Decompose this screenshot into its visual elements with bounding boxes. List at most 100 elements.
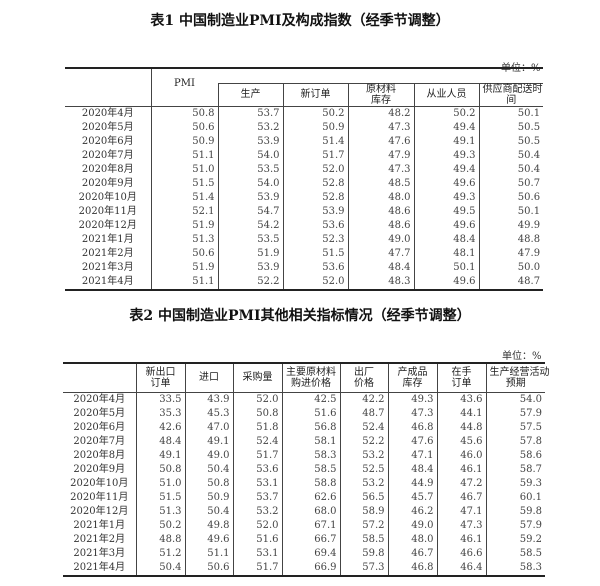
table2-cell: 42.2 xyxy=(339,392,388,407)
table2-cell: 56.5 xyxy=(339,490,388,505)
table2-cell: 51.8 xyxy=(232,420,282,435)
table2-cell: 57.5 xyxy=(485,420,545,435)
table2-row-label: 2020年5月 xyxy=(73,407,126,419)
table2-cell: 57.8 xyxy=(485,434,545,449)
table1-cell: 48.6 xyxy=(347,204,414,219)
table2-cell: 49.0 xyxy=(184,448,233,463)
table2-cell: 44.9 xyxy=(387,476,437,491)
table2-cell: 45.3 xyxy=(184,406,233,421)
table2-cell: 43.9 xyxy=(184,392,233,407)
table1-row-label: 2021年3月 xyxy=(81,261,134,273)
table2-cell: 50.4 xyxy=(184,504,233,519)
table1-cell: 48.3 xyxy=(347,274,414,291)
table1-row-label: 2020年9月 xyxy=(81,177,134,189)
table2-cell: 60.1 xyxy=(485,490,545,505)
table2-row: 2020年7月 48.4 49.1 52.4 58.1 52.2 47.6 45.6 57.8 xyxy=(63,434,545,449)
table2-cell: 53.7 xyxy=(232,490,282,505)
table1-row: 2021年1月 51.3 53.5 52.3 49.0 48.4 48.8 xyxy=(65,232,544,247)
table1-cell: 52.3 xyxy=(282,232,348,247)
table2-cell: 33.5 xyxy=(135,392,185,407)
table1-cell: 49.6 xyxy=(413,176,479,191)
table2-row: 2021年3月 51.2 51.1 53.1 69.4 59.8 46.7 46.6 58.5 xyxy=(63,546,545,561)
table2-cell: 58.7 xyxy=(485,462,545,477)
table1-row: 2020年11月 52.1 54.7 53.9 48.6 49.5 50.1 xyxy=(65,204,544,219)
table1-row-label: 2021年4月 xyxy=(65,274,151,291)
table1-cell: 52.1 xyxy=(150,204,218,219)
table2-row: 2021年1月 50.2 49.8 52.0 67.1 57.2 49.0 47.3 57.9 xyxy=(63,518,545,533)
table2-row-label: 2020年12月 xyxy=(70,505,129,517)
table1-header: 供应商配送时间 xyxy=(478,82,544,107)
table2-cell: 53.6 xyxy=(232,462,282,477)
table1-cell: 50.7 xyxy=(478,176,544,191)
table1-row-label: 2020年11月 xyxy=(78,205,137,217)
table1-cell: 50.6 xyxy=(150,120,218,135)
table1-cell: 48.0 xyxy=(347,190,414,205)
table1-cell: 48.4 xyxy=(347,260,414,275)
table1-cell: 52.2 xyxy=(217,274,283,291)
table1-cell: 53.9 xyxy=(282,204,348,219)
table1-header: 原材料 库存 xyxy=(347,82,414,107)
table1-row: 2020年10月 51.4 53.9 52.8 48.0 49.3 50.6 xyxy=(65,190,544,205)
table1-cell: 53.9 xyxy=(217,260,283,275)
table2-row: 2020年10月 51.0 50.8 53.1 58.8 53.2 44.9 47.2 59.3 xyxy=(63,476,545,491)
table1-row-label: 2020年12月 xyxy=(78,219,137,231)
table1-cell: 51.9 xyxy=(150,260,218,275)
table2-row-label: 2020年10月 xyxy=(70,477,129,489)
table2-cell: 66.7 xyxy=(281,532,340,547)
table2-cell: 56.8 xyxy=(281,420,340,435)
table2-cell: 47.3 xyxy=(436,518,486,533)
table2-title: 表2 中国制造业PMI其他相关指标情况（经季节调整） xyxy=(129,308,471,324)
table2-cell: 57.2 xyxy=(339,518,388,533)
table1-cell: 50.1 xyxy=(478,204,544,219)
table1-row-label: 2020年8月 xyxy=(81,163,134,175)
table1-cell: 49.5 xyxy=(413,204,479,219)
table2-cell: 50.8 xyxy=(135,462,185,477)
table2-cell: 59.3 xyxy=(485,476,545,491)
table2-header: 出厂 价格 xyxy=(339,362,388,393)
table2-row: 2020年9月 50.8 50.4 53.6 58.5 52.5 48.4 46.1 58.7 xyxy=(63,462,545,477)
table2-cell: 53.1 xyxy=(232,476,282,491)
table1-cell: 50.9 xyxy=(150,134,218,149)
table1-cell: 54.0 xyxy=(217,176,283,191)
table1-cell: 53.7 xyxy=(217,106,283,121)
table2-cell: 58.6 xyxy=(485,448,545,463)
table2-row: 2021年2月 48.8 49.6 51.6 66.7 58.5 48.0 46.1 59.2 xyxy=(63,532,545,547)
table1-cell: 48.1 xyxy=(413,246,479,261)
table2-cell: 48.7 xyxy=(339,406,388,421)
table1-row-label: 2020年7月 xyxy=(81,149,134,161)
table1-cell: 50.5 xyxy=(478,134,544,149)
table2-row: 2020年6月 42.6 47.0 51.8 56.8 52.4 46.8 44.8 57.5 xyxy=(63,420,545,435)
table1-cell: 49.1 xyxy=(413,134,479,149)
table2-cell: 49.6 xyxy=(184,532,233,547)
table2-cell: 59.2 xyxy=(485,532,545,547)
table2-cell: 53.2 xyxy=(339,476,388,491)
table2-cell: 35.3 xyxy=(135,406,185,421)
table1-cell: 51.0 xyxy=(150,162,218,177)
table2-cell: 51.5 xyxy=(135,490,185,505)
table2-cell: 57.9 xyxy=(485,518,545,533)
table1-cell: 50.1 xyxy=(478,106,544,121)
table2-cell: 49.1 xyxy=(184,434,233,449)
table1-cell: 51.4 xyxy=(150,190,218,205)
table1-cell: 52.0 xyxy=(282,274,348,291)
table1-cell: 48.2 xyxy=(347,106,414,121)
table1-cell: 50.2 xyxy=(413,106,479,121)
table1-corner xyxy=(65,67,151,107)
table2-header: 进口 xyxy=(184,362,233,393)
table2-cell: 52.4 xyxy=(232,434,282,449)
table2-row: 2020年12月 51.3 50.4 53.2 68.0 58.9 46.2 47.1 59.8 xyxy=(63,504,545,519)
table2-row-label: 2021年4月 xyxy=(63,560,136,577)
table2-cell: 52.2 xyxy=(339,434,388,449)
table1-cell: 51.5 xyxy=(282,246,348,261)
table2-cell: 42.6 xyxy=(135,420,185,435)
table2-header: 采购量 xyxy=(232,362,282,393)
table2-cell: 46.1 xyxy=(436,532,486,547)
table1-cell: 51.4 xyxy=(282,134,348,149)
table2-cell: 52.5 xyxy=(339,462,388,477)
table2-cell: 51.0 xyxy=(135,476,185,491)
table2-row-label: 2020年8月 xyxy=(73,449,126,461)
table2-cell: 58.5 xyxy=(485,546,545,561)
table1-row: 2020年5月 50.6 53.2 50.9 47.3 49.4 50.5 xyxy=(65,120,544,135)
table1-row-label: 2020年10月 xyxy=(78,191,137,203)
table2-cell: 47.3 xyxy=(387,406,437,421)
